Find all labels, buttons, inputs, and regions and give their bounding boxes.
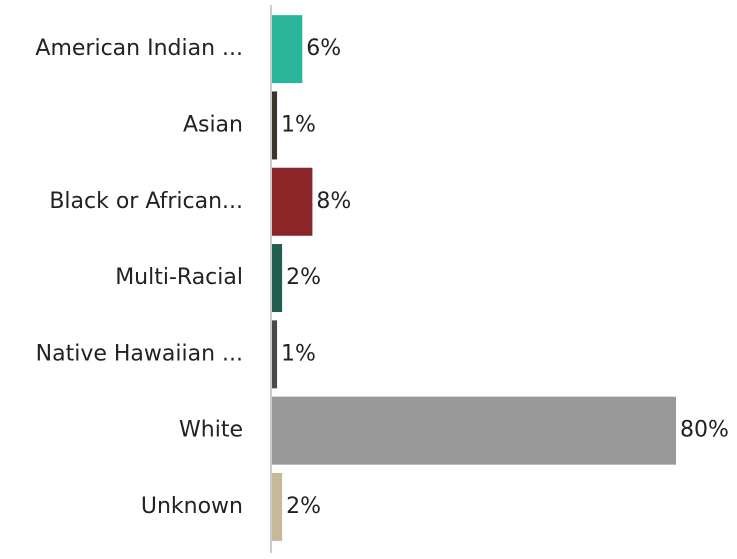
value-label: 8% — [316, 189, 351, 214]
bar — [272, 396, 676, 465]
category-label: Asian — [183, 112, 243, 137]
category-label: White — [179, 418, 243, 443]
bar — [272, 244, 283, 313]
category-label: Native Hawaiian ... — [36, 341, 243, 366]
bar — [272, 91, 278, 160]
value-label: 1% — [281, 112, 316, 137]
category-label: Black or African... — [49, 189, 243, 214]
bar — [272, 167, 313, 236]
bar — [272, 472, 283, 541]
value-label: 2% — [286, 494, 321, 519]
category-label: Multi-Racial — [115, 265, 243, 290]
bar — [272, 320, 278, 389]
value-label: 80% — [680, 418, 729, 443]
value-label: 2% — [286, 265, 321, 290]
category-label: American Indian ... — [35, 36, 243, 61]
bar — [272, 15, 303, 84]
value-label: 1% — [281, 341, 316, 366]
category-label: Unknown — [141, 494, 243, 519]
value-label: 6% — [306, 36, 341, 61]
